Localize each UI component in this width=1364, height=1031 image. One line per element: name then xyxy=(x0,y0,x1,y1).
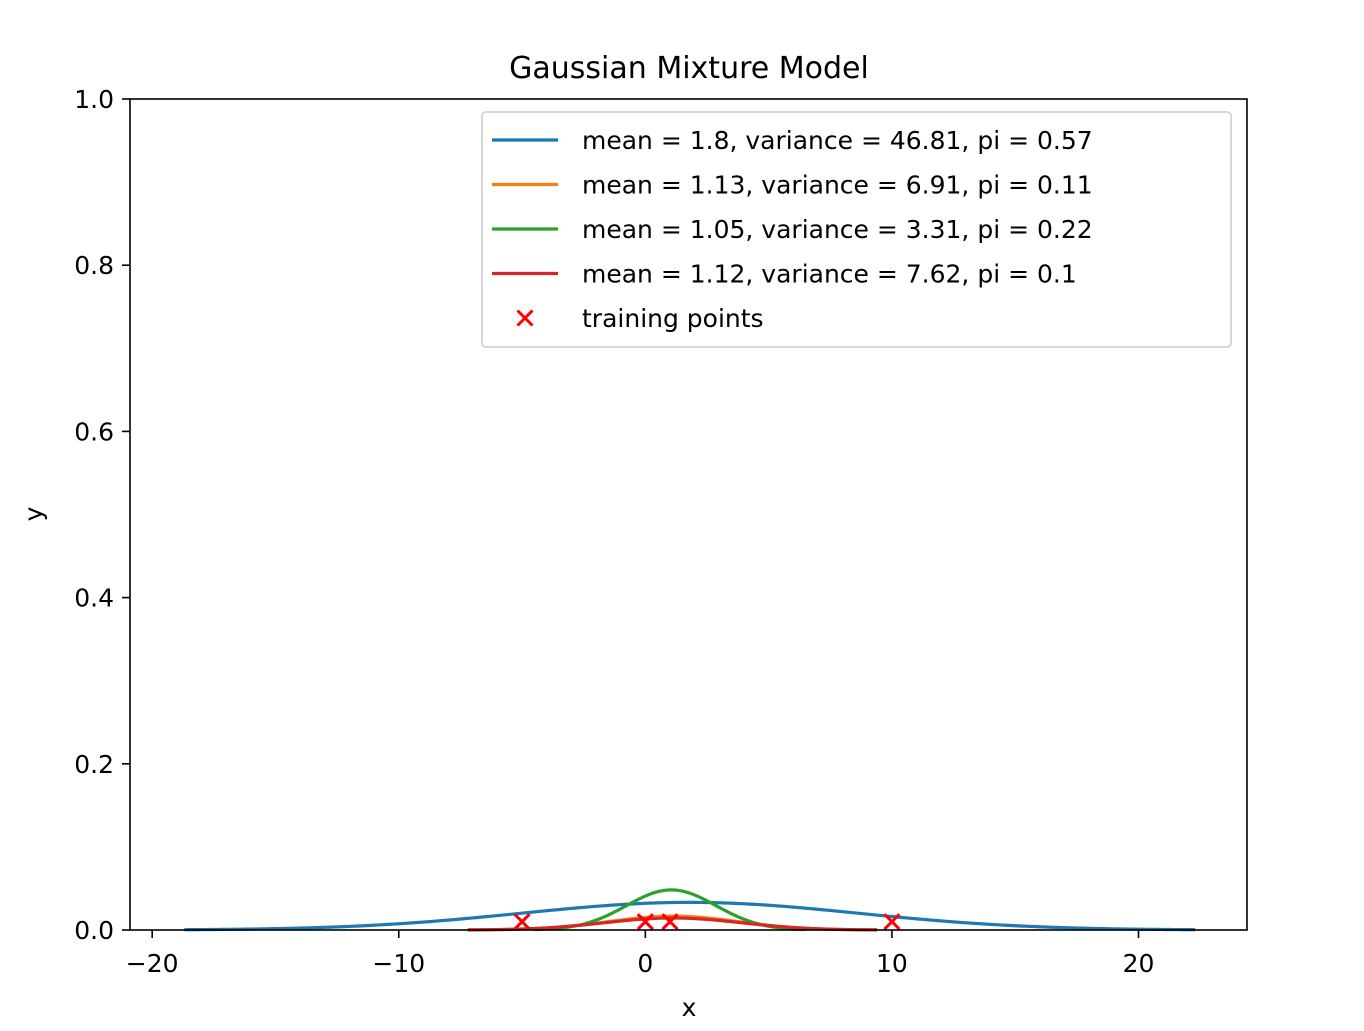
x-axis-label: x xyxy=(682,993,697,1022)
legend-label: mean = 1.13, variance = 6.91, pi = 0.11 xyxy=(582,171,1093,200)
legend-entry-3: mean = 1.05, variance = 3.31, pi = 0.22 xyxy=(492,215,1093,244)
training-point-3 xyxy=(661,913,679,931)
legend-label: mean = 1.12, variance = 7.62, pi = 0.1 xyxy=(582,260,1077,289)
training-point-4 xyxy=(883,913,901,931)
series-line-1 xyxy=(184,900,1196,932)
legend-box xyxy=(481,111,1232,348)
y-tick-label: 0.6 xyxy=(74,417,114,446)
training-point-1 xyxy=(513,913,531,931)
y-axis-label: y xyxy=(19,506,48,521)
legend-label: training points xyxy=(582,304,764,333)
legend-entry-2: mean = 1.13, variance = 6.91, pi = 0.11 xyxy=(492,171,1093,200)
x-axis-ticks: −20 −10 0 10 20 xyxy=(126,930,1155,978)
y-tick-label: 0.2 xyxy=(74,750,114,779)
training-point-2 xyxy=(636,913,654,931)
y-axis-ticks: 0.0 0.2 0.4 0.6 0.8 1.0 xyxy=(74,85,130,945)
y-tick-label: 0.0 xyxy=(74,916,114,945)
legend-entry-1: mean = 1.8, variance = 46.81, pi = 0.57 xyxy=(492,126,1093,155)
legend: mean = 1.8, variance = 46.81, pi = 0.57 m… xyxy=(481,111,1232,348)
y-tick-label: 0.4 xyxy=(74,584,114,613)
y-tick-label: 1.0 xyxy=(74,85,114,114)
axes-frame xyxy=(129,98,1248,931)
y-tick-label: 0.8 xyxy=(74,251,114,280)
x-tick-label: 0 xyxy=(637,949,653,978)
legend-entry-4: mean = 1.12, variance = 7.62, pi = 0.1 xyxy=(492,260,1077,289)
chart-title: Gaussian Mixture Model xyxy=(509,51,869,86)
x-tick-label: 10 xyxy=(876,949,908,978)
x-tick-label: 20 xyxy=(1123,949,1155,978)
x-tick-label: −20 xyxy=(126,949,179,978)
plot-area xyxy=(129,98,1248,932)
legend-label: mean = 1.05, variance = 3.31, pi = 0.22 xyxy=(582,215,1093,244)
legend-label: mean = 1.8, variance = 46.81, pi = 0.57 xyxy=(582,126,1093,155)
x-tick-label: −10 xyxy=(372,949,425,978)
legend-entry-training-points: training points xyxy=(516,304,764,333)
